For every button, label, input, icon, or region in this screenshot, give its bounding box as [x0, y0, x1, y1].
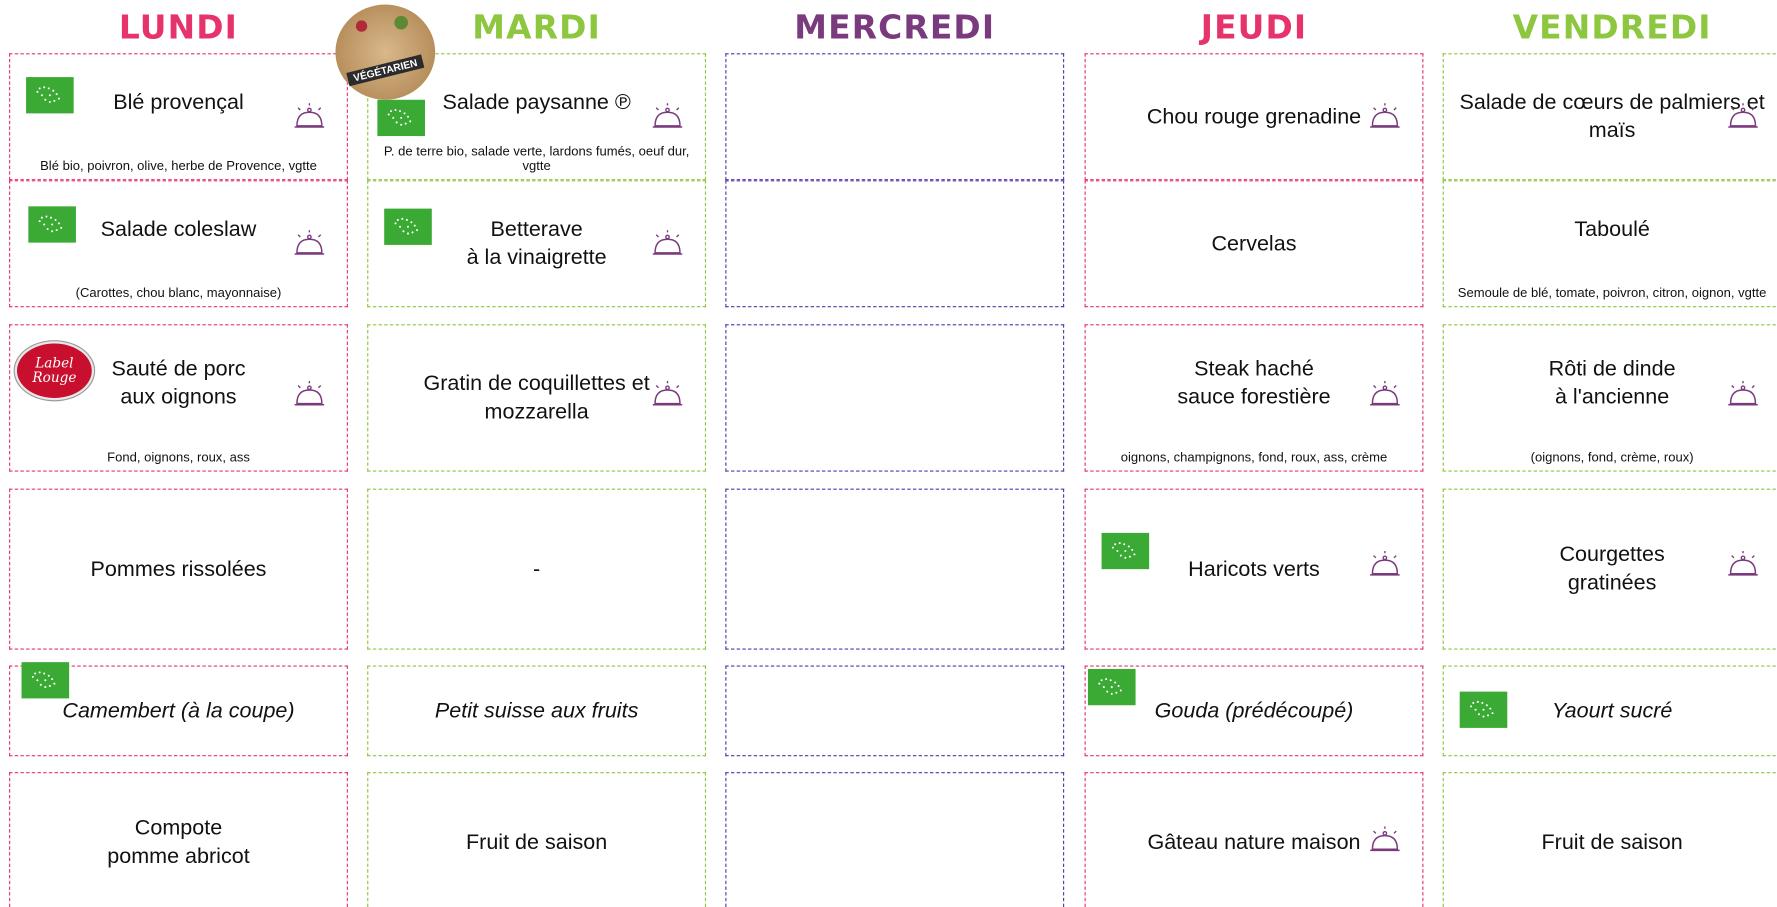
dish-title: Steak haché sauce forestière	[1177, 357, 1331, 410]
menu-cell: Camembert (à la coupe)	[9, 662, 348, 757]
menu-cell	[725, 772, 1065, 907]
dish-description: (Carottes, chou blanc, mayonnaise)	[75, 286, 282, 301]
chef-icon	[292, 230, 326, 259]
dish-title: Petit suisse aux fruits	[434, 698, 639, 723]
menu-cell: Gouda (prédécoupé)	[1084, 665, 1424, 757]
menu-cell	[725, 324, 1065, 472]
dish-title: Chou rouge grenadine	[1146, 104, 1362, 129]
label-rouge-logo: Label Rouge	[14, 341, 95, 401]
menu-cell: Compote pomme abricot	[9, 772, 348, 907]
menu-cell: Yaourt sucré	[1442, 665, 1777, 757]
day-header: LUNDI	[118, 7, 239, 47]
menu-cell: Rôti de dinde à l'ancienne (oignons, fond…	[1442, 324, 1777, 472]
menu-cell	[725, 53, 1065, 181]
dish-description: Semoule de blé, tomate, poivron, citron,…	[1457, 286, 1767, 301]
vegetarian-badge: VÉGÉTARIEN	[335, 4, 436, 100]
dish-title: Haricots verts	[1188, 557, 1320, 582]
chef-icon	[1726, 103, 1760, 132]
menu-cell	[725, 488, 1065, 650]
dish-description: Fond, oignons, roux, ass	[107, 451, 250, 465]
bio-logo	[384, 208, 432, 245]
menu-cell: Salade de cœurs de palmiers et maïs	[1442, 53, 1777, 181]
dish-title: Salade coleslaw	[100, 217, 257, 241]
menu-cell: Sauté de porc aux oignons Fond, oignons, …	[9, 324, 348, 472]
menu-cell: Gâteau nature maison	[1084, 772, 1424, 907]
chef-icon	[1726, 551, 1760, 580]
chef-icon	[1726, 380, 1760, 410]
dish-title: Rôti de dinde à l'ancienne	[1548, 357, 1676, 410]
dish-title: Compote pomme abricot	[107, 816, 250, 869]
dish-title: Betterave à la vinaigrette	[466, 217, 607, 270]
menu-cell: Pommes rissolées	[9, 488, 348, 650]
bio-logo	[1101, 532, 1150, 570]
bio-logo	[1087, 668, 1136, 706]
dish-title: Gâteau nature maison	[1147, 830, 1361, 855]
menu-cell: Fruit de saison	[367, 772, 707, 907]
menu-cell: Cervelas	[1084, 180, 1424, 308]
bio-logo	[1459, 691, 1508, 728]
menu-cell: Courgettes gratinées	[1442, 488, 1777, 650]
bio-logo	[377, 99, 425, 137]
dish-description: P. de terre bio, salade verte, lardons f…	[383, 145, 690, 174]
dish-title: Camembert (à la coupe)	[62, 698, 295, 723]
dish-description: oignons, champignons, fond, roux, ass, c…	[1120, 451, 1388, 465]
dish-title: Gouda (prédécoupé)	[1154, 698, 1354, 723]
dish-description: (oignons, fond, crème, roux)	[1530, 451, 1694, 465]
dish-title: Pommes rissolées	[90, 557, 267, 582]
chef-icon	[1368, 551, 1402, 580]
dish-title: Sauté de porc aux oignons	[111, 357, 246, 410]
chef-icon	[651, 103, 685, 132]
dish-title: Yaourt sucré	[1551, 698, 1673, 723]
menu-cell: Gratin de coquillettes et mozzarella	[367, 324, 707, 472]
day-header: VENDREDI	[1512, 7, 1712, 47]
chef-icon	[1368, 103, 1402, 132]
menu-cell: -	[367, 488, 707, 650]
badge-text: VÉGÉTARIEN	[346, 54, 425, 87]
dish-title: -	[533, 557, 541, 582]
dish-title: Gratin de coquillettes et mozzarella	[423, 371, 650, 425]
chef-icon	[651, 380, 685, 410]
dish-title: Courgettes gratinées	[1559, 543, 1665, 596]
menu-cell: Haricots verts	[1084, 488, 1424, 650]
day-header: MARDI	[472, 7, 601, 47]
dish-title: Salade paysanne ℗	[442, 90, 631, 114]
dish-title: Cervelas	[1211, 231, 1297, 256]
menu-cell	[725, 665, 1065, 757]
menu-cell: Salade coleslaw (Carottes, chou blanc, ma…	[9, 180, 348, 308]
dish-title: Fruit de saison	[1541, 830, 1683, 855]
chef-icon	[651, 230, 685, 259]
bio-logo	[26, 77, 74, 114]
dish-title: Blé provençal	[113, 90, 244, 114]
day-header: MERCREDI	[794, 7, 996, 47]
menu-cell: Steak haché sauce forestière oignons, cha…	[1084, 324, 1424, 472]
bio-logo	[21, 662, 70, 699]
menu-cell: Petit suisse aux fruits	[367, 665, 707, 757]
chef-icon	[292, 380, 326, 410]
menu-cell: Taboulé Semoule de blé, tomate, poivron, …	[1442, 180, 1777, 308]
menu-cell	[725, 180, 1065, 308]
menu-cell: Blé provençal Blé bio, poivron, olive, he…	[9, 53, 348, 181]
menu-cell: Betterave à la vinaigrette	[367, 180, 707, 308]
chef-icon	[1368, 380, 1402, 410]
dish-title: Salade de cœurs de palmiers et maïs	[1459, 90, 1765, 143]
dish-title: Taboulé	[1574, 217, 1650, 241]
dish-description: Blé bio, poivron, olive, herbe de Proven…	[40, 159, 317, 174]
dish-title: Fruit de saison	[465, 830, 608, 855]
menu-cell: Chou rouge grenadine	[1084, 53, 1424, 181]
chef-icon	[1368, 826, 1402, 856]
menu-cell: Fruit de saison	[1442, 772, 1777, 907]
bio-logo	[28, 206, 76, 243]
day-header: JEUDI	[1200, 7, 1308, 47]
chef-icon	[292, 103, 326, 132]
